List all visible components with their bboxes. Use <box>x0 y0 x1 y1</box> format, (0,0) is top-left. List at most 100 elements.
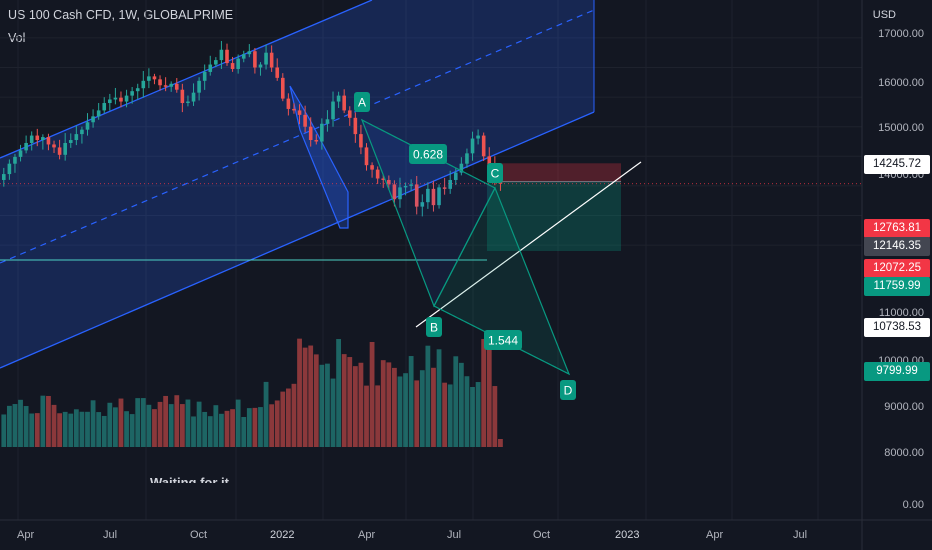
time-tick-label: 2023 <box>615 529 640 541</box>
candle-body <box>331 101 335 120</box>
volume-bar <box>352 366 358 447</box>
volume-bar <box>486 337 492 447</box>
ratio-text: 1.544 <box>488 334 518 348</box>
candle-body <box>375 169 380 179</box>
volume-bar <box>113 407 118 447</box>
volume-bar <box>269 404 275 447</box>
candle-body <box>320 123 324 142</box>
candle-body <box>219 49 224 61</box>
volume-bar <box>202 411 208 447</box>
candle-body <box>7 163 12 175</box>
candle-body <box>414 184 419 207</box>
volume-bar <box>96 412 102 447</box>
volume-bar <box>152 409 157 447</box>
candle-body <box>247 51 252 55</box>
candle-body <box>208 64 213 72</box>
candle-body <box>325 119 330 124</box>
volume-bar <box>492 386 498 447</box>
candle-body <box>174 83 179 90</box>
candle-body <box>392 184 397 200</box>
candle-body <box>214 60 218 65</box>
volume-bar <box>291 383 297 447</box>
candle-body <box>169 83 173 87</box>
candle-body <box>269 52 274 68</box>
candle-body <box>403 185 408 188</box>
pattern-point-text: D <box>564 384 573 398</box>
volume-bar <box>101 415 107 447</box>
volume-bar <box>191 416 196 447</box>
volume-bar <box>447 384 453 447</box>
volume-bar <box>386 362 392 447</box>
volume-bar <box>235 399 241 447</box>
volume-bar <box>241 416 247 447</box>
candle-body <box>398 187 402 200</box>
candle-body <box>158 79 162 86</box>
volume-bar <box>224 410 230 447</box>
price-tag: 9799.99 <box>864 362 930 381</box>
time-tick-label: Oct <box>190 529 208 541</box>
drawing-lines <box>0 161 862 328</box>
volume-bar <box>347 357 353 447</box>
candlesticks <box>2 40 503 217</box>
pattern-point-label <box>354 92 370 112</box>
volume-bar <box>431 367 436 447</box>
ratio-line-ac <box>361 119 496 189</box>
pattern-point-label <box>487 163 503 183</box>
volume-bar <box>135 398 141 447</box>
volume-bar <box>453 356 459 447</box>
candle-body <box>163 85 168 87</box>
volume-bars <box>1 337 503 447</box>
candle-body <box>459 163 464 173</box>
pattern-point-label <box>426 317 442 337</box>
volume-bar <box>90 400 96 447</box>
candle-body <box>91 116 95 123</box>
candle-body <box>18 150 23 157</box>
candle-body <box>453 172 458 180</box>
candle-body <box>387 179 391 185</box>
candle-body <box>353 117 358 135</box>
candle-body <box>80 129 84 135</box>
harmonic-pattern: A B C D 0.628 1.544 <box>354 92 576 400</box>
candle-body <box>281 77 285 99</box>
candle-body <box>476 135 480 139</box>
ratio-box <box>409 144 447 164</box>
pattern-point-text: B <box>430 321 438 335</box>
candle-body <box>241 54 246 59</box>
candle-body <box>347 110 352 118</box>
note-text: Waiting for it <box>150 475 229 483</box>
channel-mid <box>0 9 595 264</box>
price-axis-unit: USD <box>872 9 896 21</box>
candle-body <box>13 156 17 164</box>
ratio-text: 0.628 <box>413 148 443 162</box>
volume-bar <box>419 370 425 447</box>
candle-body <box>420 202 425 207</box>
candle-body <box>364 147 369 166</box>
volume-bar <box>285 388 291 447</box>
stop-zone <box>487 163 621 182</box>
volume-bar <box>34 413 40 447</box>
candle-body <box>202 71 207 81</box>
candle-body <box>336 95 341 102</box>
volume-bar <box>57 413 62 447</box>
volume-bar <box>118 398 124 447</box>
candle-body <box>46 137 51 145</box>
volume-bar <box>179 404 185 447</box>
volume-bar <box>369 341 375 447</box>
candle-body <box>96 110 101 117</box>
candle-body <box>186 101 190 104</box>
candle-body <box>292 108 296 111</box>
volume-bar <box>29 413 35 447</box>
candle-body <box>342 95 346 111</box>
volume-bar <box>129 414 135 447</box>
price-tick-label: 16000.00 <box>878 77 924 89</box>
candle-body <box>381 178 386 180</box>
candle-body <box>297 110 302 115</box>
volume-bar <box>380 360 386 447</box>
candle-body <box>41 137 45 141</box>
candle-body <box>470 138 475 154</box>
volume-bar <box>73 409 79 447</box>
candle-body <box>426 188 430 203</box>
candle-body <box>191 92 196 102</box>
price-tick-label: 11000.00 <box>878 307 924 319</box>
